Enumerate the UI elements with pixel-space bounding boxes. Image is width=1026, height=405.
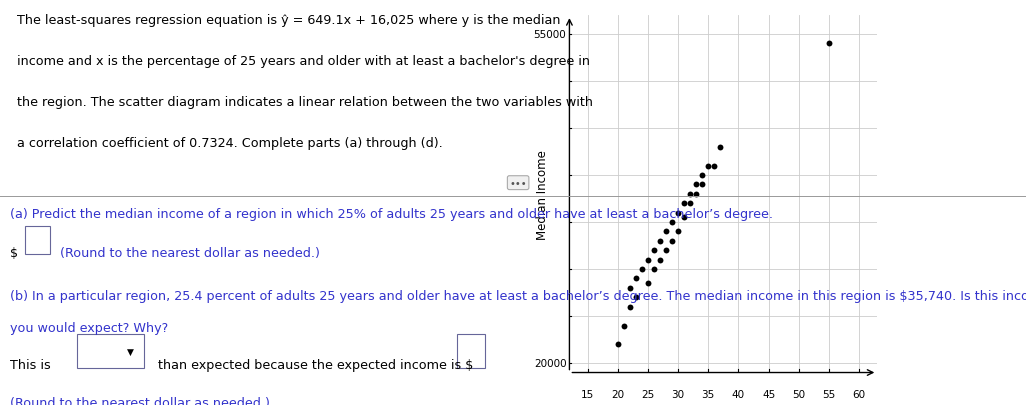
Point bbox=[639, 257, 656, 263]
Point bbox=[821, 41, 837, 47]
Point bbox=[609, 341, 626, 348]
Text: 25: 25 bbox=[641, 390, 655, 399]
Point bbox=[688, 191, 705, 198]
Text: you would expect? Why?: you would expect? Why? bbox=[10, 321, 168, 334]
Point bbox=[652, 257, 668, 263]
Text: 35: 35 bbox=[702, 390, 715, 399]
Point bbox=[694, 182, 710, 188]
Text: •••: ••• bbox=[509, 178, 527, 188]
Point bbox=[622, 304, 638, 310]
Text: the region. The scatter diagram indicates a linear relation between the two vari: the region. The scatter diagram indicate… bbox=[16, 96, 593, 109]
Point bbox=[645, 247, 662, 254]
Text: This is: This is bbox=[10, 358, 51, 371]
Text: than expected because the expected income is $: than expected because the expected incom… bbox=[154, 358, 473, 371]
Point bbox=[682, 200, 699, 207]
Point bbox=[658, 229, 674, 235]
Text: (Round to the nearest dollar as needed.): (Round to the nearest dollar as needed.) bbox=[10, 396, 270, 405]
Text: 30: 30 bbox=[671, 390, 684, 399]
Point bbox=[616, 322, 632, 329]
Point bbox=[658, 247, 674, 254]
Text: 55000: 55000 bbox=[534, 30, 566, 40]
Point bbox=[676, 215, 693, 221]
Point bbox=[634, 266, 650, 273]
Point bbox=[706, 163, 722, 170]
Point bbox=[639, 280, 656, 287]
Text: 20000: 20000 bbox=[534, 358, 566, 368]
Point bbox=[664, 238, 680, 245]
FancyBboxPatch shape bbox=[25, 227, 50, 255]
Text: a correlation coefficient of 0.7324. Complete parts (a) through (d).: a correlation coefficient of 0.7324. Com… bbox=[16, 136, 442, 149]
Text: 60: 60 bbox=[853, 390, 866, 399]
FancyBboxPatch shape bbox=[457, 334, 485, 369]
Point bbox=[712, 144, 728, 151]
Text: Median Income: Median Income bbox=[536, 149, 549, 239]
Point bbox=[645, 266, 662, 273]
Point bbox=[688, 182, 705, 188]
Point bbox=[670, 229, 686, 235]
Point bbox=[670, 210, 686, 216]
Text: (Round to the nearest dollar as needed.): (Round to the nearest dollar as needed.) bbox=[56, 246, 320, 259]
Text: income and x is the percentage of 25 years and older with at least a bachelor's : income and x is the percentage of 25 yea… bbox=[16, 55, 590, 68]
Point bbox=[622, 285, 638, 292]
Text: 40: 40 bbox=[732, 390, 745, 399]
Text: 20: 20 bbox=[611, 390, 624, 399]
Text: (a) Predict the median income of a region in which 25% of adults 25 years and ol: (a) Predict the median income of a regio… bbox=[10, 207, 774, 220]
Point bbox=[694, 173, 710, 179]
Text: ▼: ▼ bbox=[127, 347, 133, 356]
Text: $: $ bbox=[10, 246, 18, 259]
Text: The least-squares regression equation is ŷ = 649.1x + 16,025 where y is the medi: The least-squares regression equation is… bbox=[16, 14, 560, 27]
Text: 55: 55 bbox=[822, 390, 835, 399]
Point bbox=[628, 275, 644, 282]
Text: 50: 50 bbox=[792, 390, 805, 399]
Point bbox=[628, 294, 644, 301]
FancyBboxPatch shape bbox=[77, 334, 144, 369]
Point bbox=[700, 163, 716, 170]
Text: 45: 45 bbox=[762, 390, 776, 399]
Point bbox=[652, 238, 668, 245]
Text: (b) In a particular region, 25.4 percent of adults 25 years and older have at le: (b) In a particular region, 25.4 percent… bbox=[10, 289, 1026, 302]
Point bbox=[682, 191, 699, 198]
Point bbox=[664, 219, 680, 226]
Point bbox=[676, 200, 693, 207]
Text: 15: 15 bbox=[581, 390, 594, 399]
